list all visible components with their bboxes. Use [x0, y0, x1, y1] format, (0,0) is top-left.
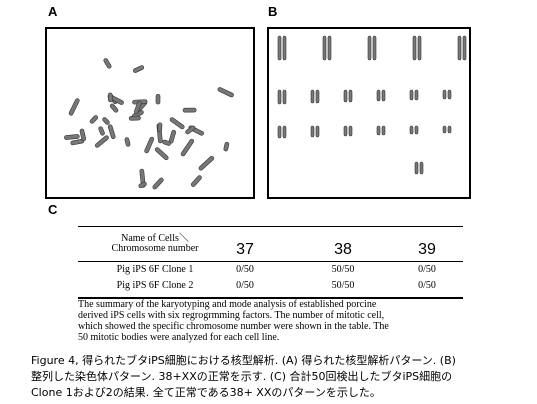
note-line: The summary of the karyotyping and mode …	[78, 299, 376, 310]
chromosome	[316, 126, 319, 137]
chromosome	[129, 116, 140, 120]
column-header: 39	[402, 241, 452, 259]
chromosome	[443, 90, 446, 99]
table-cell: 50/50	[318, 264, 368, 275]
chromosome	[368, 36, 371, 60]
chromosome	[420, 162, 423, 174]
column-header: 38	[318, 241, 368, 259]
chromosome	[349, 90, 352, 102]
chromosome	[373, 36, 376, 60]
chromosome	[382, 126, 385, 135]
caption-line: Clone 1および2の結果. 全て正常である38+ XXのパターンを示した。	[31, 384, 381, 400]
chromosome	[278, 126, 281, 138]
chromosome	[278, 36, 281, 60]
metaphase-frame	[46, 28, 254, 198]
figure-images	[0, 0, 537, 200]
chromosome	[344, 126, 347, 136]
chromosome	[415, 126, 418, 134]
chromosome	[349, 126, 352, 136]
chromosome	[283, 90, 286, 104]
chromosome	[183, 108, 196, 112]
chromosome	[158, 123, 163, 132]
table-rule	[78, 226, 463, 227]
row-label: Pig iPS 6F Clone 2	[85, 280, 225, 291]
chromosome	[410, 90, 413, 100]
caption-line: Figure 4, 得られたブタiPS細胞における核型解析. (A) 得られた核…	[31, 352, 456, 368]
chromosome	[410, 126, 413, 134]
chromosome	[311, 90, 314, 103]
chromosome	[156, 94, 160, 104]
chromosome	[415, 162, 418, 174]
note-line: 50 mitotic bodies were analyzed for each…	[78, 332, 279, 343]
header-cell: Name of Cells＼	[85, 229, 225, 244]
chromosome	[458, 36, 461, 60]
chromosome	[283, 36, 286, 60]
chromosome	[323, 36, 326, 60]
row-label: Pig iPS 6F Clone 1	[85, 264, 225, 275]
chromosome	[418, 36, 421, 60]
table-cell: 0/50	[402, 280, 452, 291]
panel-label: C	[48, 202, 57, 217]
chromosome	[278, 90, 281, 104]
table-cell: 0/50	[220, 280, 270, 291]
column-header: 37	[220, 241, 270, 259]
header-cell: Chromosome number	[85, 243, 225, 254]
caption-line: 整列した染色体パターン. 38+XXの正常を示す. (C) 合計50回検出したブ…	[31, 368, 452, 384]
chromosome	[311, 126, 314, 137]
chromosome	[108, 93, 112, 102]
chromosome	[463, 36, 466, 60]
chromosome	[316, 90, 319, 103]
table-cell: 0/50	[220, 264, 270, 275]
note-line: which showed the specific chromosome num…	[78, 321, 389, 332]
chromosome	[382, 90, 385, 101]
chromosome	[443, 126, 446, 133]
chromosome	[377, 90, 380, 101]
note-line: derived iPS cells with six regrogrmming …	[78, 310, 384, 321]
table-cell: 50/50	[318, 280, 368, 291]
chromosome	[328, 36, 331, 60]
table-cell: 0/50	[402, 264, 452, 275]
chromosome	[448, 90, 451, 99]
chromosome	[415, 90, 418, 100]
table-rule	[78, 261, 463, 262]
page: A B C Name of Cells＼ Chromosome number 3…	[0, 0, 537, 404]
chromosome	[413, 36, 416, 60]
chromosome	[283, 126, 286, 138]
chromosome	[344, 90, 347, 102]
chromosome	[377, 126, 380, 135]
chromosome	[448, 126, 451, 133]
